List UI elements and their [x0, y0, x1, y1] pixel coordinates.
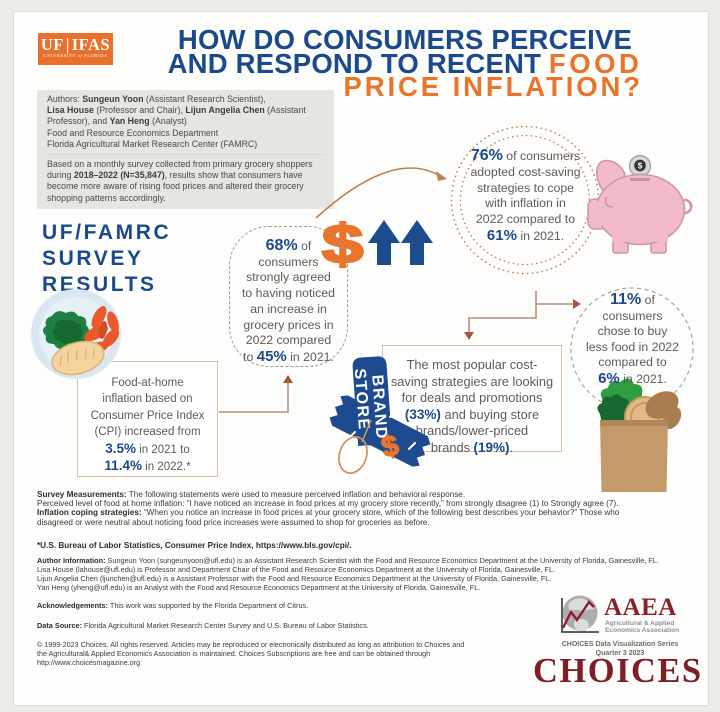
svg-text:STORE: STORE [351, 368, 372, 431]
svg-text:BRAND: BRAND [368, 374, 390, 440]
svg-text:$: $ [638, 162, 643, 171]
